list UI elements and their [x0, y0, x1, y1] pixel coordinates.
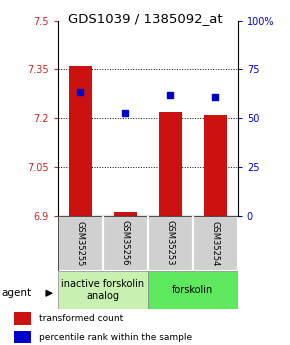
Bar	[114, 213, 137, 216]
Point	[213, 94, 218, 100]
Bar	[148, 271, 238, 309]
Bar	[14, 313, 31, 325]
Bar	[14, 331, 31, 343]
Text: GSM35253: GSM35253	[166, 220, 175, 266]
Bar	[58, 271, 148, 309]
Bar	[193, 216, 238, 271]
Bar	[148, 216, 193, 271]
Text: percentile rank within the sample: percentile rank within the sample	[39, 333, 192, 342]
Text: forskolin: forskolin	[172, 285, 213, 295]
Bar	[58, 216, 103, 271]
Point	[168, 93, 173, 98]
Text: transformed count: transformed count	[39, 314, 123, 323]
Point	[78, 89, 83, 95]
Bar	[204, 115, 226, 216]
Text: GSM35254: GSM35254	[211, 220, 220, 266]
Text: GSM35255: GSM35255	[76, 220, 85, 266]
Text: inactive forskolin
analog: inactive forskolin analog	[61, 279, 144, 300]
Text: GSM35256: GSM35256	[121, 220, 130, 266]
Bar	[69, 66, 92, 216]
Bar	[103, 216, 148, 271]
Bar	[159, 112, 182, 216]
Point	[123, 110, 128, 116]
Text: GDS1039 / 1385092_at: GDS1039 / 1385092_at	[68, 12, 222, 25]
Text: agent: agent	[1, 288, 32, 298]
